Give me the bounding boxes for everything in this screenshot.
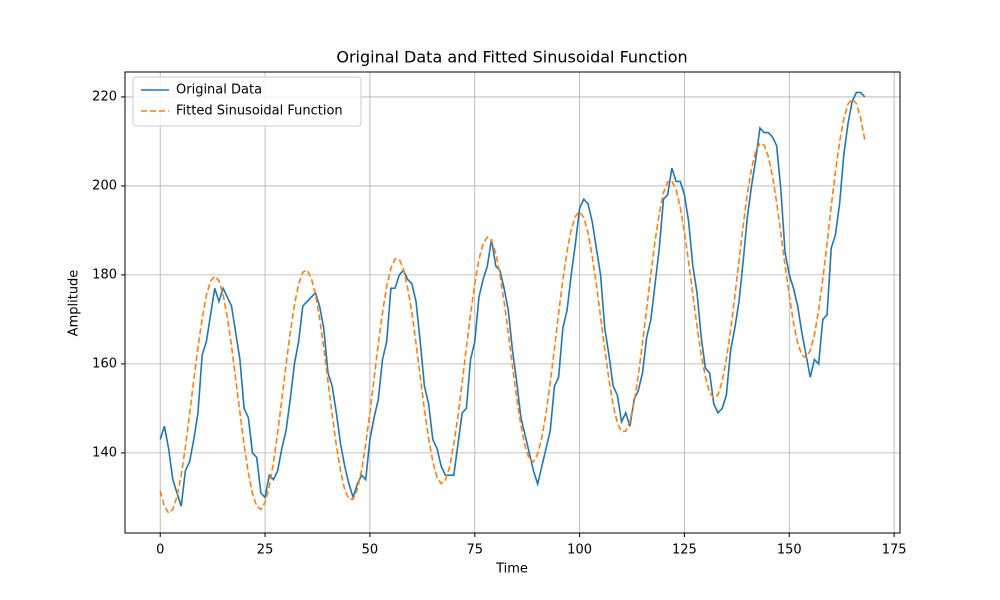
x-tick-label: 75	[466, 543, 483, 558]
y-tick-label: 200	[92, 178, 117, 193]
x-tick-label: 100	[567, 543, 592, 558]
plot-frame	[124, 71, 901, 534]
x-tick-label: 175	[882, 543, 907, 558]
y-axis-label: Amplitude	[67, 270, 82, 337]
x-tick-label: 150	[777, 543, 802, 558]
legend-label: Fitted Sinusoidal Function	[176, 104, 343, 119]
data-line	[159, 97, 866, 515]
legend: Original Data Fitted Sinusoidal Function	[132, 76, 362, 127]
plot-lines	[159, 91, 866, 515]
y-tick-label: 220	[92, 89, 117, 104]
x-tick-label: 25	[257, 543, 274, 558]
x-tick-label: 50	[362, 543, 379, 558]
y-tick-label: 140	[92, 445, 117, 460]
ticks: 0 25 50 75 100 125 150 175 140 160 180 200 220	[92, 89, 906, 557]
x-tick-label: 125	[672, 543, 697, 558]
legend-box	[132, 76, 362, 127]
y-tick-label: 160	[92, 356, 117, 371]
legend-label: Original Data	[176, 83, 262, 98]
x-tick-label: 0	[156, 543, 164, 558]
y-tick-label: 180	[92, 267, 117, 282]
chart-title: Original Data and Fitted Sinusoidal Func…	[336, 48, 687, 67]
data-line	[159, 91, 866, 507]
x-axis-label: Time	[495, 562, 528, 577]
